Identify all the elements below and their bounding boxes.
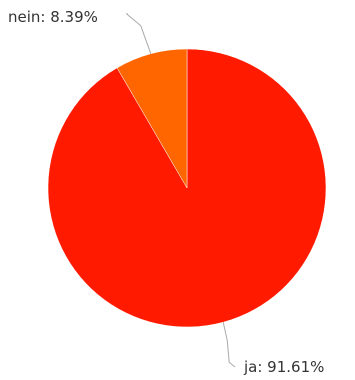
pie-slices [47,48,327,328]
leader-line-nein [125,13,152,54]
leader-line-ja [222,322,236,368]
leader-lines [125,13,236,368]
slice-label-nein: nein: 8.39% [8,8,98,26]
slice-label-ja: ja: 91.61% [243,358,324,376]
